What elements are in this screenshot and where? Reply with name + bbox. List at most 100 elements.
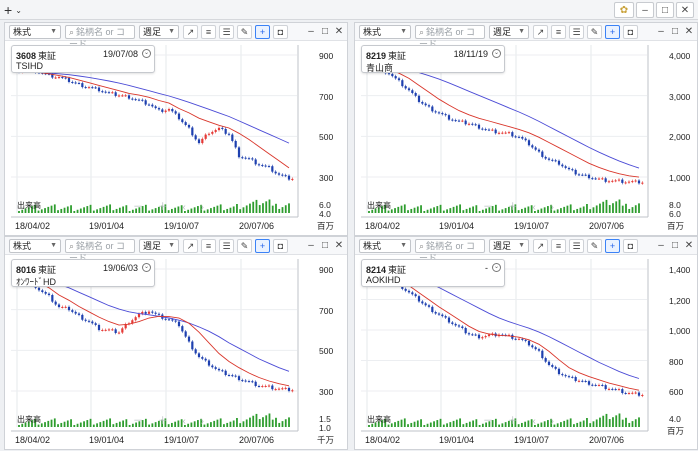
candle-body xyxy=(151,311,154,313)
candle-body xyxy=(77,313,81,315)
exchange-label: 東証 xyxy=(38,51,57,61)
candle-body xyxy=(111,329,114,331)
close-window-button[interactable]: ✕ xyxy=(676,2,694,18)
panel-maximize-button[interactable]: □ xyxy=(321,26,329,37)
candle-body xyxy=(214,130,217,132)
volume-bar xyxy=(216,205,219,213)
indicator-list-icon[interactable]: ≡ xyxy=(551,25,566,39)
panel-minimize-button[interactable]: – xyxy=(308,240,314,251)
camera-icon[interactable]: ◘ xyxy=(273,239,288,253)
trend-arrow-icon[interactable]: ↗ xyxy=(533,239,548,253)
maximize-window-button[interactable]: □ xyxy=(656,2,674,18)
moving-average-short-line xyxy=(368,65,640,178)
volume-bar xyxy=(223,210,225,213)
pencil-icon[interactable]: ✎ xyxy=(237,25,252,39)
panel-close-button[interactable]: ✕ xyxy=(334,26,344,37)
market-select[interactable]: 株式 ▼ xyxy=(9,239,61,253)
candle-body xyxy=(127,95,131,99)
collapse-toggle-icon[interactable]: ⌄ xyxy=(142,49,151,58)
candle-body xyxy=(144,100,147,105)
volume-bar xyxy=(76,423,79,427)
panel-maximize-button[interactable]: □ xyxy=(321,240,329,251)
panel-minimize-button[interactable]: – xyxy=(658,26,664,37)
chart-navigation-controls[interactable]: － ＋ ‹ › xyxy=(483,202,560,213)
collapse-toggle-icon[interactable]: ⌄ xyxy=(142,263,151,272)
crosshair-icon[interactable]: + xyxy=(605,239,620,253)
volume-bar xyxy=(491,420,494,427)
volume-bar xyxy=(507,206,510,213)
drawing-lines-icon[interactable]: ☰ xyxy=(219,239,234,253)
chart-area[interactable]: － ＋ ‹ › 4,000 3,000 2,000 1,000 8.0 6.0 百万 出来高 18… xyxy=(355,41,697,237)
indicator-list-icon[interactable]: ≡ xyxy=(551,239,566,253)
volume-bar xyxy=(517,210,520,213)
market-select[interactable]: 株式 ▼ xyxy=(359,25,411,39)
collapse-toggle-icon[interactable]: ⌄ xyxy=(492,263,501,272)
panel-maximize-button[interactable]: □ xyxy=(671,26,679,37)
pencil-icon[interactable]: ✎ xyxy=(237,239,252,253)
candle-body xyxy=(174,111,177,114)
period-select[interactable]: 週足 ▼ xyxy=(139,239,179,253)
chart-area[interactable]: － ＋ ‹ › 900 700 500 300 6.0 4.0 百万 出来高 18/04/02 19… xyxy=(5,41,347,237)
market-select[interactable]: 株式 ▼ xyxy=(359,239,411,253)
candle-body xyxy=(134,99,137,101)
indicator-list-icon[interactable]: ≡ xyxy=(201,239,216,253)
symbol-search-input[interactable]: ⌕ 銘柄名 or コード xyxy=(415,239,485,263)
period-select[interactable]: 週足 ▼ xyxy=(489,239,529,253)
volume-bar xyxy=(239,423,242,427)
panel-minimize-button[interactable]: – xyxy=(658,240,664,251)
market-select[interactable]: 株式 ▼ xyxy=(9,25,61,39)
candle-body xyxy=(37,287,41,291)
add-panel-button[interactable]: + ⌄ xyxy=(4,3,22,17)
candle-body xyxy=(221,370,224,372)
volume-tick-label: 4.0 xyxy=(669,414,681,424)
drawing-lines-icon[interactable]: ☰ xyxy=(219,25,234,39)
indicator-list-icon[interactable]: ≡ xyxy=(201,25,216,39)
gear-icon[interactable]: ✿ xyxy=(614,2,634,18)
crosshair-icon[interactable]: + xyxy=(605,25,620,39)
symbol-search-input[interactable]: ⌕ 銘柄名 or コード xyxy=(65,25,135,49)
camera-icon[interactable]: ◘ xyxy=(623,25,638,39)
symbol-search-input[interactable]: ⌕ 銘柄名 or コード xyxy=(65,239,135,263)
volume-bar xyxy=(511,419,514,427)
minimize-window-button[interactable]: – xyxy=(636,2,654,18)
trend-arrow-icon[interactable]: ↗ xyxy=(533,25,548,39)
volume-bar xyxy=(576,208,579,213)
crosshair-icon[interactable]: + xyxy=(255,25,270,39)
volume-bar xyxy=(608,205,611,213)
period-select[interactable]: 週足 ▼ xyxy=(489,25,529,39)
volume-bar xyxy=(184,425,186,427)
panel-maximize-button[interactable]: □ xyxy=(671,240,679,251)
candle-body xyxy=(117,95,121,97)
panel-minimize-button[interactable]: – xyxy=(308,26,314,37)
period-select[interactable]: 週足 ▼ xyxy=(139,25,179,39)
drawing-lines-icon[interactable]: ☰ xyxy=(569,239,584,253)
candle-body xyxy=(84,87,87,89)
camera-icon[interactable]: ◘ xyxy=(623,239,638,253)
drawing-lines-icon[interactable]: ☰ xyxy=(569,25,584,39)
collapse-toggle-icon[interactable]: ⌄ xyxy=(492,49,501,58)
pencil-icon[interactable]: ✎ xyxy=(587,239,602,253)
panel-close-button[interactable]: ✕ xyxy=(684,240,694,251)
panel-close-button[interactable]: ✕ xyxy=(684,26,694,37)
camera-icon[interactable]: ◘ xyxy=(273,25,288,39)
candle-body xyxy=(564,166,567,168)
candle-body xyxy=(584,380,587,382)
candle-body xyxy=(284,175,287,177)
candle-body xyxy=(291,390,294,392)
trend-arrow-icon[interactable]: ↗ xyxy=(183,239,198,253)
volume-bar xyxy=(76,209,79,213)
symbol-search-input[interactable]: ⌕ 銘柄名 or コード xyxy=(415,25,485,49)
chart-navigation-controls[interactable]: － ＋ ‹ › xyxy=(133,416,210,427)
chart-navigation-controls[interactable]: － ＋ ‹ › xyxy=(483,416,560,427)
panel-close-button[interactable]: ✕ xyxy=(334,240,344,251)
pencil-icon[interactable]: ✎ xyxy=(587,25,602,39)
candle-body xyxy=(561,374,564,376)
volume-bar xyxy=(252,201,255,213)
date-tick-label: 19/01/04 xyxy=(89,435,125,445)
trend-arrow-icon[interactable]: ↗ xyxy=(183,25,198,39)
volume-bar xyxy=(618,199,621,213)
chart-navigation-controls[interactable]: － ＋ ‹ › xyxy=(133,202,210,213)
candlestick-chart xyxy=(11,45,299,218)
volume-bar xyxy=(60,422,63,427)
crosshair-icon[interactable]: + xyxy=(255,239,270,253)
